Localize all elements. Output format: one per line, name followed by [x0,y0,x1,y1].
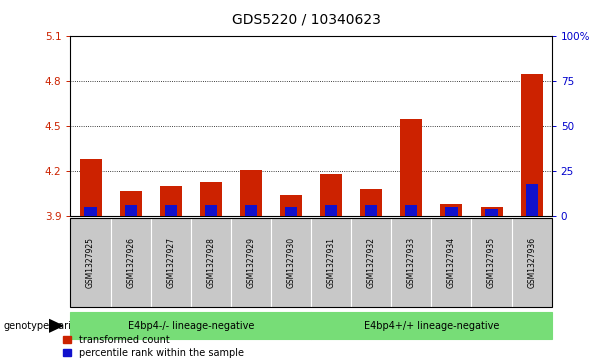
Text: GSM1327931: GSM1327931 [327,237,336,288]
Bar [365,205,378,216]
Bar [325,205,337,216]
Bar [200,182,222,216]
Text: GSM1327928: GSM1327928 [207,237,215,288]
Bar [520,74,543,216]
Text: GSM1327935: GSM1327935 [487,237,496,288]
Text: GSM1327936: GSM1327936 [527,237,536,288]
Bar [120,191,142,216]
Text: genotype/variation: genotype/variation [3,321,96,331]
Bar [160,186,182,216]
Bar [320,174,342,216]
Text: GSM1327929: GSM1327929 [246,237,256,288]
Text: GSM1327925: GSM1327925 [86,237,95,288]
Bar [405,205,417,216]
Text: GSM1327934: GSM1327934 [447,237,456,288]
Legend: transformed count, percentile rank within the sample: transformed count, percentile rank withi… [63,335,243,358]
Text: E4bp4-/- lineage-negative: E4bp4-/- lineage-negative [128,321,254,331]
Polygon shape [49,319,63,332]
Bar [485,209,498,216]
Bar [80,159,102,216]
Bar [85,207,97,216]
Bar [446,207,457,216]
Bar [525,184,538,216]
Bar [245,205,257,216]
Text: GSM1327933: GSM1327933 [407,237,416,288]
Bar [124,205,137,216]
Bar [481,207,503,216]
Text: E4bp4+/+ lineage-negative: E4bp4+/+ lineage-negative [364,321,499,331]
Bar [285,207,297,216]
Bar [360,189,383,216]
Text: GSM1327932: GSM1327932 [367,237,376,288]
Bar [205,205,217,216]
Text: GDS5220 / 10340623: GDS5220 / 10340623 [232,13,381,27]
Text: GSM1327927: GSM1327927 [166,237,175,288]
Bar [440,204,462,216]
Bar [400,119,422,216]
Text: GSM1327930: GSM1327930 [286,237,295,288]
Bar [240,170,262,216]
Text: GSM1327926: GSM1327926 [126,237,135,288]
Bar [280,195,302,216]
Bar [165,205,177,216]
